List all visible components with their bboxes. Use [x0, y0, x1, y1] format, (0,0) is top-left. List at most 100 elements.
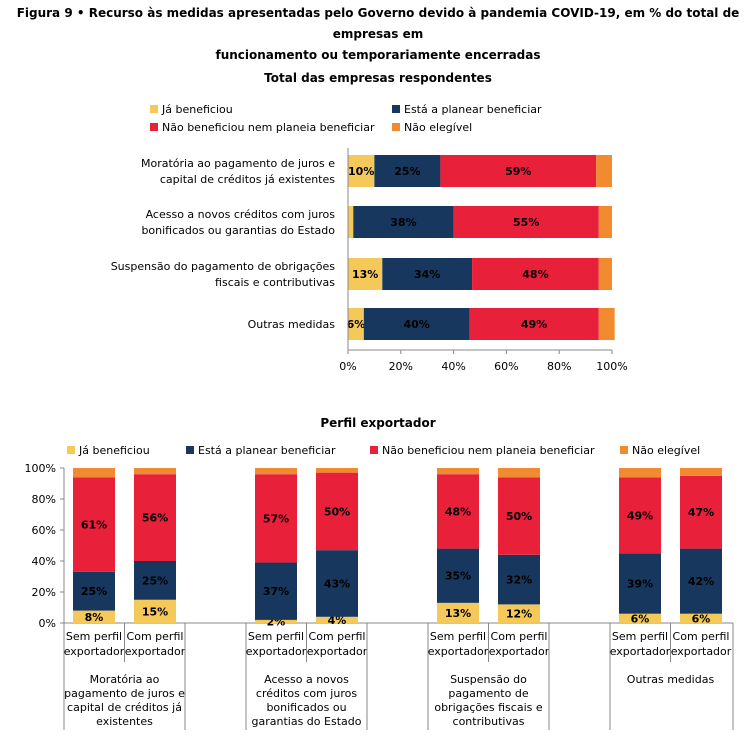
- chart2-group-label: capital de créditos já: [67, 701, 182, 714]
- chart2-group-label: contributivas: [453, 715, 525, 728]
- chart1-x-tick-label: 40%: [441, 360, 465, 373]
- chart1-title: Total das empresas respondentes: [264, 71, 492, 85]
- chart2-data-label: 39%: [627, 577, 653, 590]
- chart2-bar-segment: [316, 550, 358, 617]
- chart1-legend-label-2: Não beneficiou nem planeia beneficiar: [162, 121, 375, 134]
- chart2-group-label: bonificados ou: [266, 701, 346, 714]
- chart2-data-label: 42%: [688, 575, 714, 588]
- chart2-legend-swatch-0: [67, 446, 75, 454]
- chart2-data-label: 43%: [324, 577, 350, 590]
- chart1-x-tick-label: 20%: [389, 360, 413, 373]
- chart2-group-label: Acesso a novos: [264, 673, 349, 686]
- chart1-x-tick-label: 80%: [547, 360, 571, 373]
- chart2-group-label: pagamento de juros e: [64, 687, 185, 700]
- chart2-data-label: 6%: [692, 612, 711, 625]
- chart2-bar-segment: [437, 474, 479, 549]
- chart2-data-label: 49%: [627, 509, 653, 522]
- chart1-data-label: 48%: [522, 268, 548, 281]
- chart1-x-tick-label: 100%: [596, 360, 627, 373]
- chart2-bar-segment: [680, 613, 722, 623]
- chart2-bar-segment: [619, 553, 661, 614]
- chart2-subcategory-label: exportador: [246, 645, 307, 658]
- chart1-x-tick-label: 60%: [494, 360, 518, 373]
- chart2-bar-segment: [134, 561, 176, 600]
- chart2-y-tick-label: 20%: [32, 586, 56, 599]
- chart1-data-label: 40%: [403, 318, 429, 331]
- chart2-group-label: créditos com juros: [256, 687, 357, 700]
- chart1-bar-segment: [348, 155, 375, 187]
- chart1-category-label: Moratória ao pagamento de juros e: [141, 157, 335, 170]
- chart1-bar-segment: [348, 258, 383, 290]
- chart2-bar-segment: [73, 477, 115, 572]
- figure-title: Figura 9 • Recurso às medidas apresentad…: [0, 3, 756, 66]
- chart2-subcategory-label: exportador: [307, 645, 368, 658]
- chart2-group-label: Outras medidas: [627, 673, 715, 686]
- chart2-group-label: pagamento de: [448, 687, 528, 700]
- chart2-data-label: 25%: [81, 585, 107, 598]
- chart2-data-label: 50%: [506, 510, 532, 523]
- chart2-y-tick-label: 40%: [32, 555, 56, 568]
- chart2-bar-segment: [498, 554, 540, 605]
- chart2-y-tick-label: 100%: [25, 462, 56, 475]
- chart2-subcategory-label: exportador: [64, 645, 125, 658]
- chart2-data-label: 48%: [445, 505, 471, 518]
- chart2-subcategory-label: Com perfil: [491, 630, 548, 643]
- chart2-bar-segment: [73, 468, 115, 478]
- chart1-category-label: Outras medidas: [248, 318, 336, 331]
- chart2-data-label: 8%: [85, 611, 104, 624]
- chart2-y-tick-label: 60%: [32, 524, 56, 537]
- chart2-bar-segment: [316, 616, 358, 623]
- chart2-subcategory-label: Sem perfil: [430, 630, 486, 643]
- chart1-data-label: 49%: [521, 318, 547, 331]
- chart1-data-label: 10%: [348, 165, 374, 178]
- chart2-data-label: 25%: [142, 574, 168, 587]
- chart1-legend-swatch-0: [150, 105, 158, 113]
- chart2-bar-segment: [255, 562, 297, 620]
- chart1-bar-segment: [598, 308, 615, 340]
- chart1-bar-segment: [469, 308, 599, 340]
- chart2-legend-label-0: Já beneficiou: [78, 444, 150, 457]
- chart2-legend-swatch-1: [186, 446, 194, 454]
- chart2-bar-segment: [437, 602, 479, 623]
- chart2-legend-label-3: Não elegível: [632, 444, 700, 457]
- chart2-bar-segment: [134, 599, 176, 623]
- chart1-bar-segment: [348, 308, 364, 340]
- chart2-data-label: 47%: [688, 506, 714, 519]
- chart1-bar-segment: [374, 155, 441, 187]
- chart2-title: Perfil exportador: [320, 416, 435, 430]
- chart2-subcategory-label: Com perfil: [127, 630, 184, 643]
- chart1-data-label: 6%: [347, 318, 366, 331]
- chart2-bar-segment: [316, 468, 358, 473]
- chart1-category-label: capital de créditos já existentes: [160, 173, 335, 186]
- chart1-category-label: bonificados ou garantias do Estado: [141, 224, 335, 237]
- chart2-subcategory-label: Com perfil: [309, 630, 366, 643]
- chart2-bar-segment: [134, 474, 176, 561]
- chart2-subcategory-label: exportador: [610, 645, 671, 658]
- chart2-subcategory-label: exportador: [428, 645, 489, 658]
- chart2-data-label: 6%: [631, 612, 650, 625]
- chart2-y-tick-label: 80%: [32, 493, 56, 506]
- chart1-data-label: 13%: [352, 268, 378, 281]
- chart2-data-label: 13%: [445, 607, 471, 620]
- chart1-bar-segment: [363, 308, 470, 340]
- chart1-data-label: 25%: [394, 165, 420, 178]
- chart2-subcategory-label: Sem perfil: [612, 630, 668, 643]
- chart2-group-label: Suspensão do: [450, 673, 527, 686]
- chart2-legend-swatch-3: [620, 446, 628, 454]
- chart2-data-label: 32%: [506, 574, 532, 587]
- chart2-group-label: existentes: [96, 715, 153, 728]
- chart2-bar-segment: [73, 610, 115, 623]
- chart1-data-label: 34%: [414, 268, 440, 281]
- chart2-data-label: 37%: [263, 585, 289, 598]
- chart2-bar-segment: [437, 548, 479, 603]
- chart2-bar-segment: [498, 477, 540, 555]
- chart1-legend-swatch-2: [150, 123, 158, 131]
- chart2-bar-segment: [134, 468, 176, 475]
- chart1-bar-segment: [596, 155, 612, 187]
- chart2-bar-segment: [255, 474, 297, 563]
- chart2-legend-label-2: Não beneficiou nem planeia beneficiar: [382, 444, 595, 457]
- chart2-subcategory-label: exportador: [489, 645, 550, 658]
- chart2-legend-swatch-2: [370, 446, 378, 454]
